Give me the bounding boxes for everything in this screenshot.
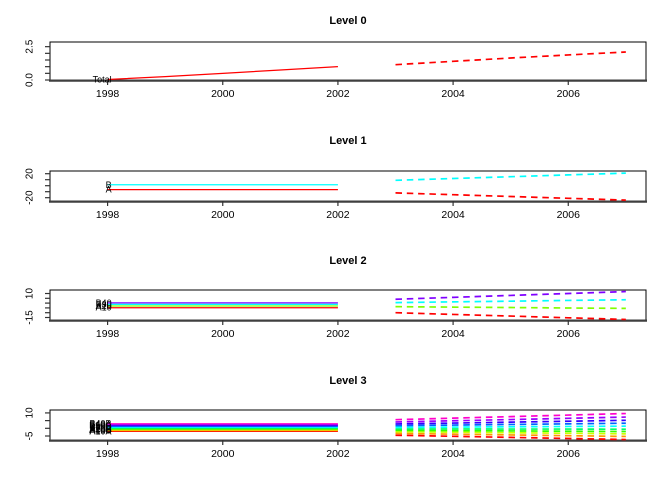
panel-level-2: Level 2 -15 10 1998 2000 2002 2004 2006 A10 A20 B… — [0, 240, 672, 360]
svg-text:A20: A20 — [96, 301, 112, 311]
svg-text:A20A: A20A — [90, 424, 112, 434]
svg-text:-15: -15 — [25, 310, 36, 325]
svg-text:2000: 2000 — [211, 209, 235, 221]
panel-level-3: Level 3 -5 10 1998 2000 2002 2004 2006 A10A A10B… — [0, 360, 672, 480]
svg-text:2.5: 2.5 — [25, 39, 36, 53]
svg-text:A10B: A10B — [90, 426, 112, 436]
svg-text:1998: 1998 — [96, 209, 120, 221]
panel-title-level-1: Level 1 — [329, 135, 367, 147]
svg-text:A10C: A10C — [89, 425, 112, 435]
svg-text:1998: 1998 — [96, 88, 120, 100]
svg-text:B30: B30 — [96, 299, 112, 309]
plot-level-0: 0.0 2.5 1998 2000 2002 2004 2006 Total — [25, 39, 647, 100]
svg-text:2002: 2002 — [326, 88, 350, 100]
svg-text:10: 10 — [25, 288, 36, 300]
panel-level-0: Level 0 0.0 2.5 1998 2000 2002 2004 2006 Total — [0, 0, 672, 120]
svg-text:-20: -20 — [25, 190, 36, 205]
svg-text:2006: 2006 — [557, 209, 581, 221]
svg-text:B40B: B40B — [90, 419, 112, 429]
panel-title-level-3: Level 3 — [329, 375, 367, 387]
svg-text:2002: 2002 — [326, 448, 350, 460]
svg-text:A10: A10 — [96, 303, 112, 313]
svg-text:0.0: 0.0 — [25, 73, 36, 87]
svg-text:-5: -5 — [25, 431, 36, 440]
panel-title-level-2: Level 2 — [329, 255, 367, 267]
svg-text:B40: B40 — [96, 298, 112, 308]
svg-text:2004: 2004 — [441, 328, 465, 340]
svg-text:2002: 2002 — [326, 209, 350, 221]
plot-level-1: -20 20 1998 2000 2002 2004 2006 AB — [25, 168, 647, 221]
svg-text:2002: 2002 — [326, 328, 350, 340]
svg-text:2004: 2004 — [441, 88, 465, 100]
svg-text:2000: 2000 — [211, 448, 235, 460]
svg-text:A10A: A10A — [90, 426, 112, 436]
panel-level-1: Level 1 -20 20 1998 2000 2002 2004 2006 A B — [0, 120, 672, 240]
svg-text:2006: 2006 — [557, 328, 581, 340]
panel-title-level-0: Level 0 — [329, 15, 367, 27]
svg-text:B40A: B40A — [90, 420, 112, 430]
svg-text:2006: 2006 — [557, 448, 581, 460]
svg-text:1998: 1998 — [96, 328, 120, 340]
svg-text:2004: 2004 — [441, 209, 465, 221]
svg-text:A: A — [106, 185, 112, 195]
svg-text:B30B: B30B — [90, 421, 112, 431]
svg-text:1998: 1998 — [96, 448, 120, 460]
svg-text:2000: 2000 — [211, 328, 235, 340]
svg-text:A20B: A20B — [90, 423, 112, 433]
svg-text:2006: 2006 — [557, 88, 581, 100]
svg-text:B30A: B30A — [90, 422, 112, 432]
svg-text:B: B — [106, 180, 112, 190]
svg-text:Total: Total — [93, 74, 112, 84]
svg-text:B30C: B30C — [89, 421, 112, 431]
svg-text:10: 10 — [25, 407, 36, 419]
plot-level-3: -5 10 1998 2000 2002 2004 2006 A10AA10BA10CA20A… — [25, 407, 647, 460]
svg-text:2004: 2004 — [441, 448, 465, 460]
svg-text:20: 20 — [25, 168, 36, 180]
svg-text:2000: 2000 — [211, 88, 235, 100]
